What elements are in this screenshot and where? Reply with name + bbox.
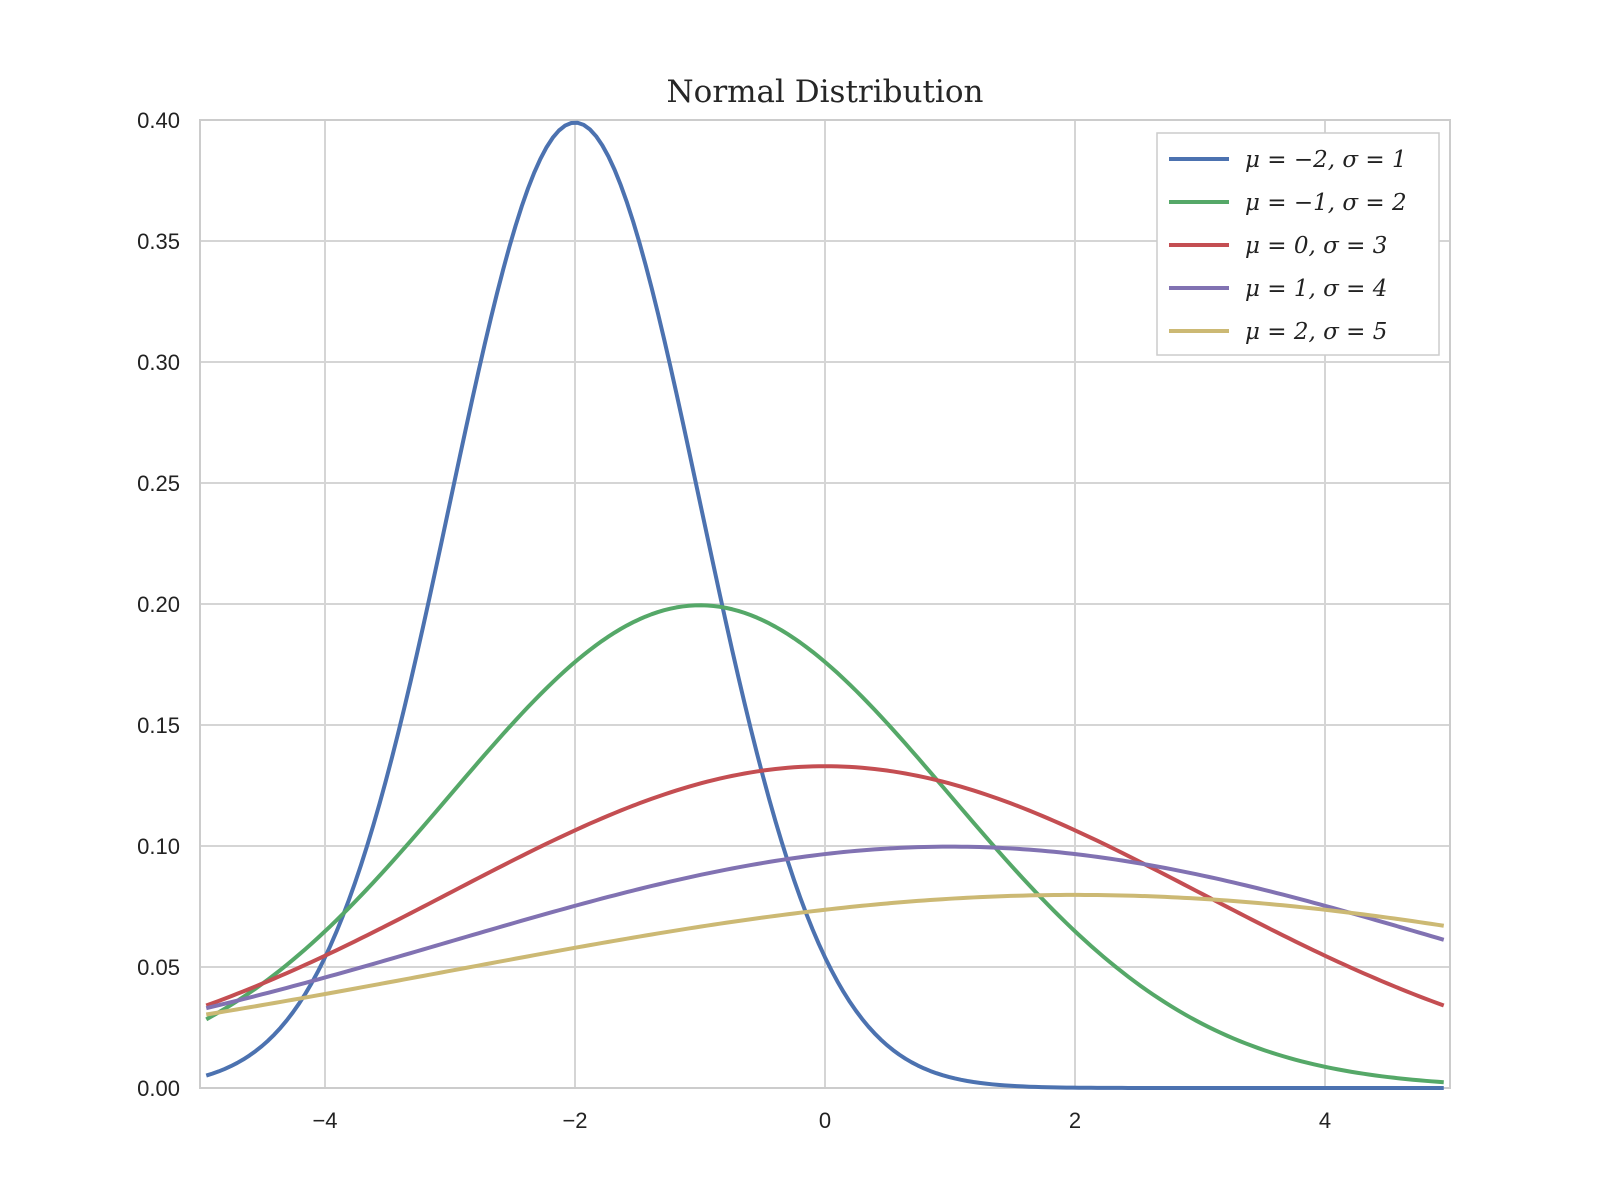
- y-tick-label: 0.10: [137, 834, 180, 859]
- y-tick-label: 0.05: [137, 955, 180, 980]
- legend-label: μ = 1, σ = 4: [1245, 276, 1387, 302]
- x-tick-label: 0: [819, 1108, 831, 1133]
- series-lines: [205, 120, 1445, 1090]
- series-line-3: [205, 764, 1445, 1008]
- plot-frame: [199, 119, 1451, 1089]
- legend-label: μ = −1, σ = 2: [1245, 190, 1407, 216]
- tick-labels: −4 −2 0 2 4 0.00 0.05 0.10 0.15 0.20 0.25 0.30 0.35 0…: [137, 108, 1331, 1133]
- chart-title: Normal Distribution: [667, 74, 984, 110]
- series-line-1: [205, 120, 1444, 1090]
- y-tick-label: 0.15: [137, 713, 180, 738]
- legend-label: μ = 0, σ = 3: [1245, 233, 1387, 259]
- x-tick-label: −4: [312, 1108, 337, 1133]
- y-tick-label: 0.25: [137, 471, 180, 496]
- y-tick-label: 0.30: [137, 350, 180, 375]
- series-line-5: [205, 892, 1445, 1017]
- legend-label: μ = 2, σ = 5: [1245, 319, 1387, 345]
- x-tick-label: −2: [562, 1108, 587, 1133]
- series-line-2: [205, 603, 1444, 1085]
- legend: μ = −2, σ = 1 μ = −1, σ = 2 μ = 0, σ = 3 μ …: [1156, 132, 1440, 356]
- legend-label: μ = −2, σ = 1: [1245, 147, 1407, 173]
- y-tick-label: 0.35: [137, 229, 180, 254]
- series-line-4: [205, 844, 1445, 1011]
- y-tick-label: 0.40: [137, 108, 180, 133]
- x-tick-label: 2: [1069, 1108, 1081, 1133]
- y-tick-label: 0.00: [137, 1076, 180, 1101]
- y-tick-label: 0.20: [137, 592, 180, 617]
- x-tick-label: 4: [1319, 1108, 1331, 1133]
